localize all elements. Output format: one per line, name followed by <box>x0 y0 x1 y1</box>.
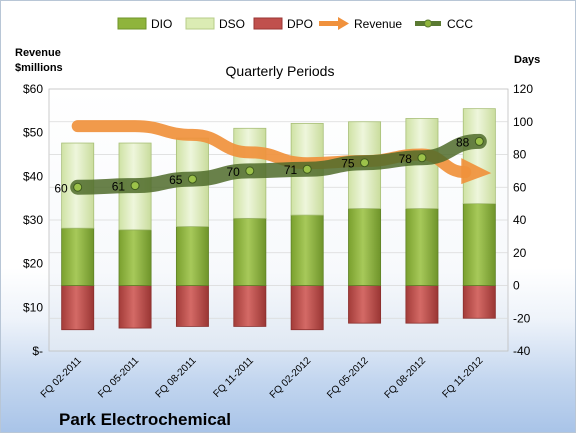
bar-dio <box>118 229 152 286</box>
right-tick-label: 60 <box>513 180 527 194</box>
legend-swatch-dio <box>117 17 147 30</box>
right-axis-title: Days <box>514 54 540 66</box>
bar-dpo <box>348 285 382 324</box>
left-axis-title-line1: Revenue <box>15 47 61 59</box>
ccc-marker <box>360 158 370 168</box>
bar-dio <box>175 226 209 286</box>
right-axis-ticks: -40 -20 0 20 40 60 80 100 120 <box>513 82 533 358</box>
legend-label-dio: DIO <box>151 17 172 31</box>
ccc-marker <box>417 153 427 163</box>
bar-dso <box>462 108 496 205</box>
left-tick-label: $20 <box>23 257 43 271</box>
x-tick-label: FQ 05-2011 <box>96 355 141 400</box>
ccc-data-label: 71 <box>284 163 298 177</box>
legend-label-dso: DSO <box>219 17 245 31</box>
ccc-marker <box>187 174 197 184</box>
right-tick-label: 80 <box>513 148 527 162</box>
legend-swatch-dpo <box>253 17 283 30</box>
legend-item-dio: DIO <box>117 17 172 31</box>
bar-dpo <box>61 285 95 331</box>
bar-dpo <box>405 285 439 324</box>
left-tick-label: $40 <box>23 169 43 183</box>
ccc-data-label: 75 <box>341 157 355 171</box>
x-tick-label: FQ 05-2012 <box>325 355 371 401</box>
revenue-arrow-head <box>461 158 492 185</box>
ccc-line: 60 61 65 70 71 75 78 88 <box>54 133 487 195</box>
bar-dio <box>462 203 496 286</box>
left-tick-label: $50 <box>23 126 43 140</box>
right-tick-label: 120 <box>513 82 533 96</box>
right-tick-label: -20 <box>513 311 531 325</box>
legend-label-ccc: CCC <box>447 17 473 31</box>
bar-dpo <box>290 285 324 331</box>
left-tick-label: $10 <box>23 300 43 314</box>
x-tick-label: FQ 02-2011 <box>39 355 84 400</box>
x-tick-label: FQ 11-2012 <box>440 355 485 400</box>
ccc-marker <box>245 166 255 176</box>
ccc-marker <box>73 182 83 192</box>
bar-dpo <box>462 285 496 319</box>
left-axis-title-line2: $millions <box>15 62 63 74</box>
legend: DIO DSO DPO Revenue CCC <box>117 17 473 31</box>
bar-dio <box>233 217 267 286</box>
right-tick-label: -40 <box>513 344 531 358</box>
legend-swatch-dso <box>185 17 215 30</box>
company-name: Park Electrochemical <box>59 410 231 429</box>
legend-item-revenue: Revenue <box>319 17 402 31</box>
right-tick-label: 0 <box>513 279 520 293</box>
legend-item-ccc: CCC <box>415 17 473 31</box>
legend-label-revenue: Revenue <box>354 17 402 31</box>
ccc-data-label: 88 <box>456 135 470 149</box>
bar-dpo <box>175 285 209 327</box>
bar-dio <box>290 214 324 286</box>
legend-item-dpo: DPO <box>253 17 313 31</box>
x-tick-label: FQ 08-2011 <box>154 355 199 400</box>
left-tick-label: $30 <box>23 213 43 227</box>
ccc-data-label: 70 <box>226 165 240 179</box>
ccc-data-label: 78 <box>399 152 413 166</box>
ccc-data-label: 65 <box>169 173 183 187</box>
right-tick-label: 40 <box>513 213 527 227</box>
right-tick-label: 100 <box>513 115 533 129</box>
legend-swatch-revenue <box>319 17 349 30</box>
bar-dio <box>61 227 95 286</box>
left-tick-label: $60 <box>23 82 43 96</box>
x-tick-label: FQ 02-2012 <box>268 355 314 401</box>
ccc-marker <box>130 181 140 191</box>
x-tick-label: FQ 08-2012 <box>383 355 429 401</box>
ccc-marker <box>474 136 484 146</box>
legend-marker-ccc <box>424 19 432 28</box>
ccc-data-label: 60 <box>54 181 68 195</box>
bar-dpo <box>118 285 152 329</box>
left-axis-ticks: $- $10 $20 $30 $40 $50 $60 <box>23 82 43 358</box>
bar-dio <box>405 208 439 286</box>
bar-dio <box>348 208 382 286</box>
ccc-data-label: 61 <box>112 180 126 194</box>
legend-item-dso: DSO <box>185 17 245 31</box>
right-tick-label: 20 <box>513 246 527 260</box>
x-tick-label: FQ 11-2011 <box>211 355 256 400</box>
chart-title: Quarterly Periods <box>226 63 335 79</box>
bar-dpo <box>233 285 267 327</box>
legend-label-dpo: DPO <box>287 17 313 31</box>
x-axis-ticks: FQ 02-2011 FQ 05-2011 FQ 08-2011 FQ 11-2011… <box>39 355 486 401</box>
ccc-marker <box>302 164 312 174</box>
left-tick-label: $- <box>32 344 43 358</box>
